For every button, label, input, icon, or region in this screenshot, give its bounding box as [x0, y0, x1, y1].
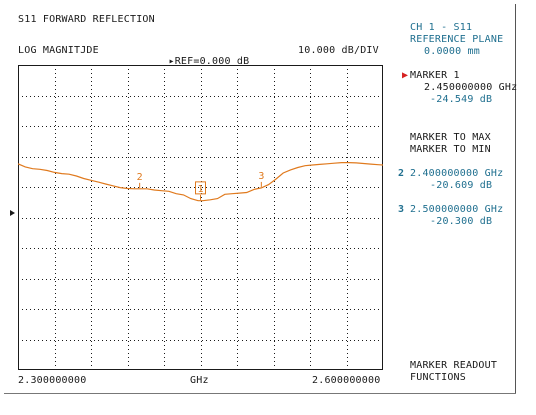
marker-2-number: 2: [398, 168, 405, 179]
marker-2-frequency: 2.400000000 GHz: [410, 168, 504, 179]
marker-to-max-button[interactable]: MARKER TO MAX: [410, 132, 491, 143]
trace-plot[interactable]: 2 1 3: [18, 65, 383, 370]
softkey-panel-border: [515, 4, 516, 393]
marker-readout-button[interactable]: MARKER READOUT: [410, 360, 498, 371]
marker-3-number: 3: [398, 204, 405, 215]
marker-1-box: [195, 181, 206, 195]
reference-plane-button[interactable]: REFERENCE PLANE: [410, 34, 504, 45]
stop-frequency-label: 2.600000000: [312, 375, 381, 386]
active-marker-indicator-icon: ▶: [402, 70, 409, 81]
screen-bottom-border: [4, 393, 516, 394]
channel-parameter-label: CH 1 - S11: [410, 22, 473, 33]
marker-3-frequency: 2.500000000 GHz: [410, 204, 504, 215]
marker-1-value: -24.549 dB: [430, 94, 493, 105]
frequency-unit-label: GHz: [190, 375, 209, 386]
trace-line: [18, 161, 383, 202]
reference-level-group: ▸REF=0.000 dB: [156, 45, 249, 67]
reference-pointer-icon: ▸: [168, 56, 175, 67]
marker-3-label: 3: [258, 171, 264, 182]
marker-to-min-button[interactable]: MARKER TO MIN: [410, 144, 491, 155]
marker-3-value: -20.300 dB: [430, 216, 493, 227]
marker-readout-functions-label: FUNCTIONS: [410, 372, 466, 383]
start-frequency-label: 2.300000000: [18, 375, 87, 386]
marker-1-label: 1: [197, 184, 203, 195]
marker-2-value: -20.609 dB: [430, 180, 493, 191]
measurement-title: S11 FORWARD REFLECTION: [18, 14, 155, 25]
scale-per-division-label: 10.000 dB/DIV: [298, 45, 379, 56]
reference-level-label: REF=0.000 dB: [174, 56, 250, 67]
display-format-label: LOG MAGNITJDE: [18, 45, 99, 56]
marker-1-button[interactable]: MARKER 1: [410, 70, 460, 81]
reference-plane-value: 0.0000 mm: [424, 46, 480, 57]
reference-position-icon: [10, 210, 15, 216]
marker-2-label: 2: [137, 172, 143, 183]
marker-1-frequency: 2.450000000 GHz: [424, 82, 518, 93]
plot-frame: [18, 65, 383, 370]
